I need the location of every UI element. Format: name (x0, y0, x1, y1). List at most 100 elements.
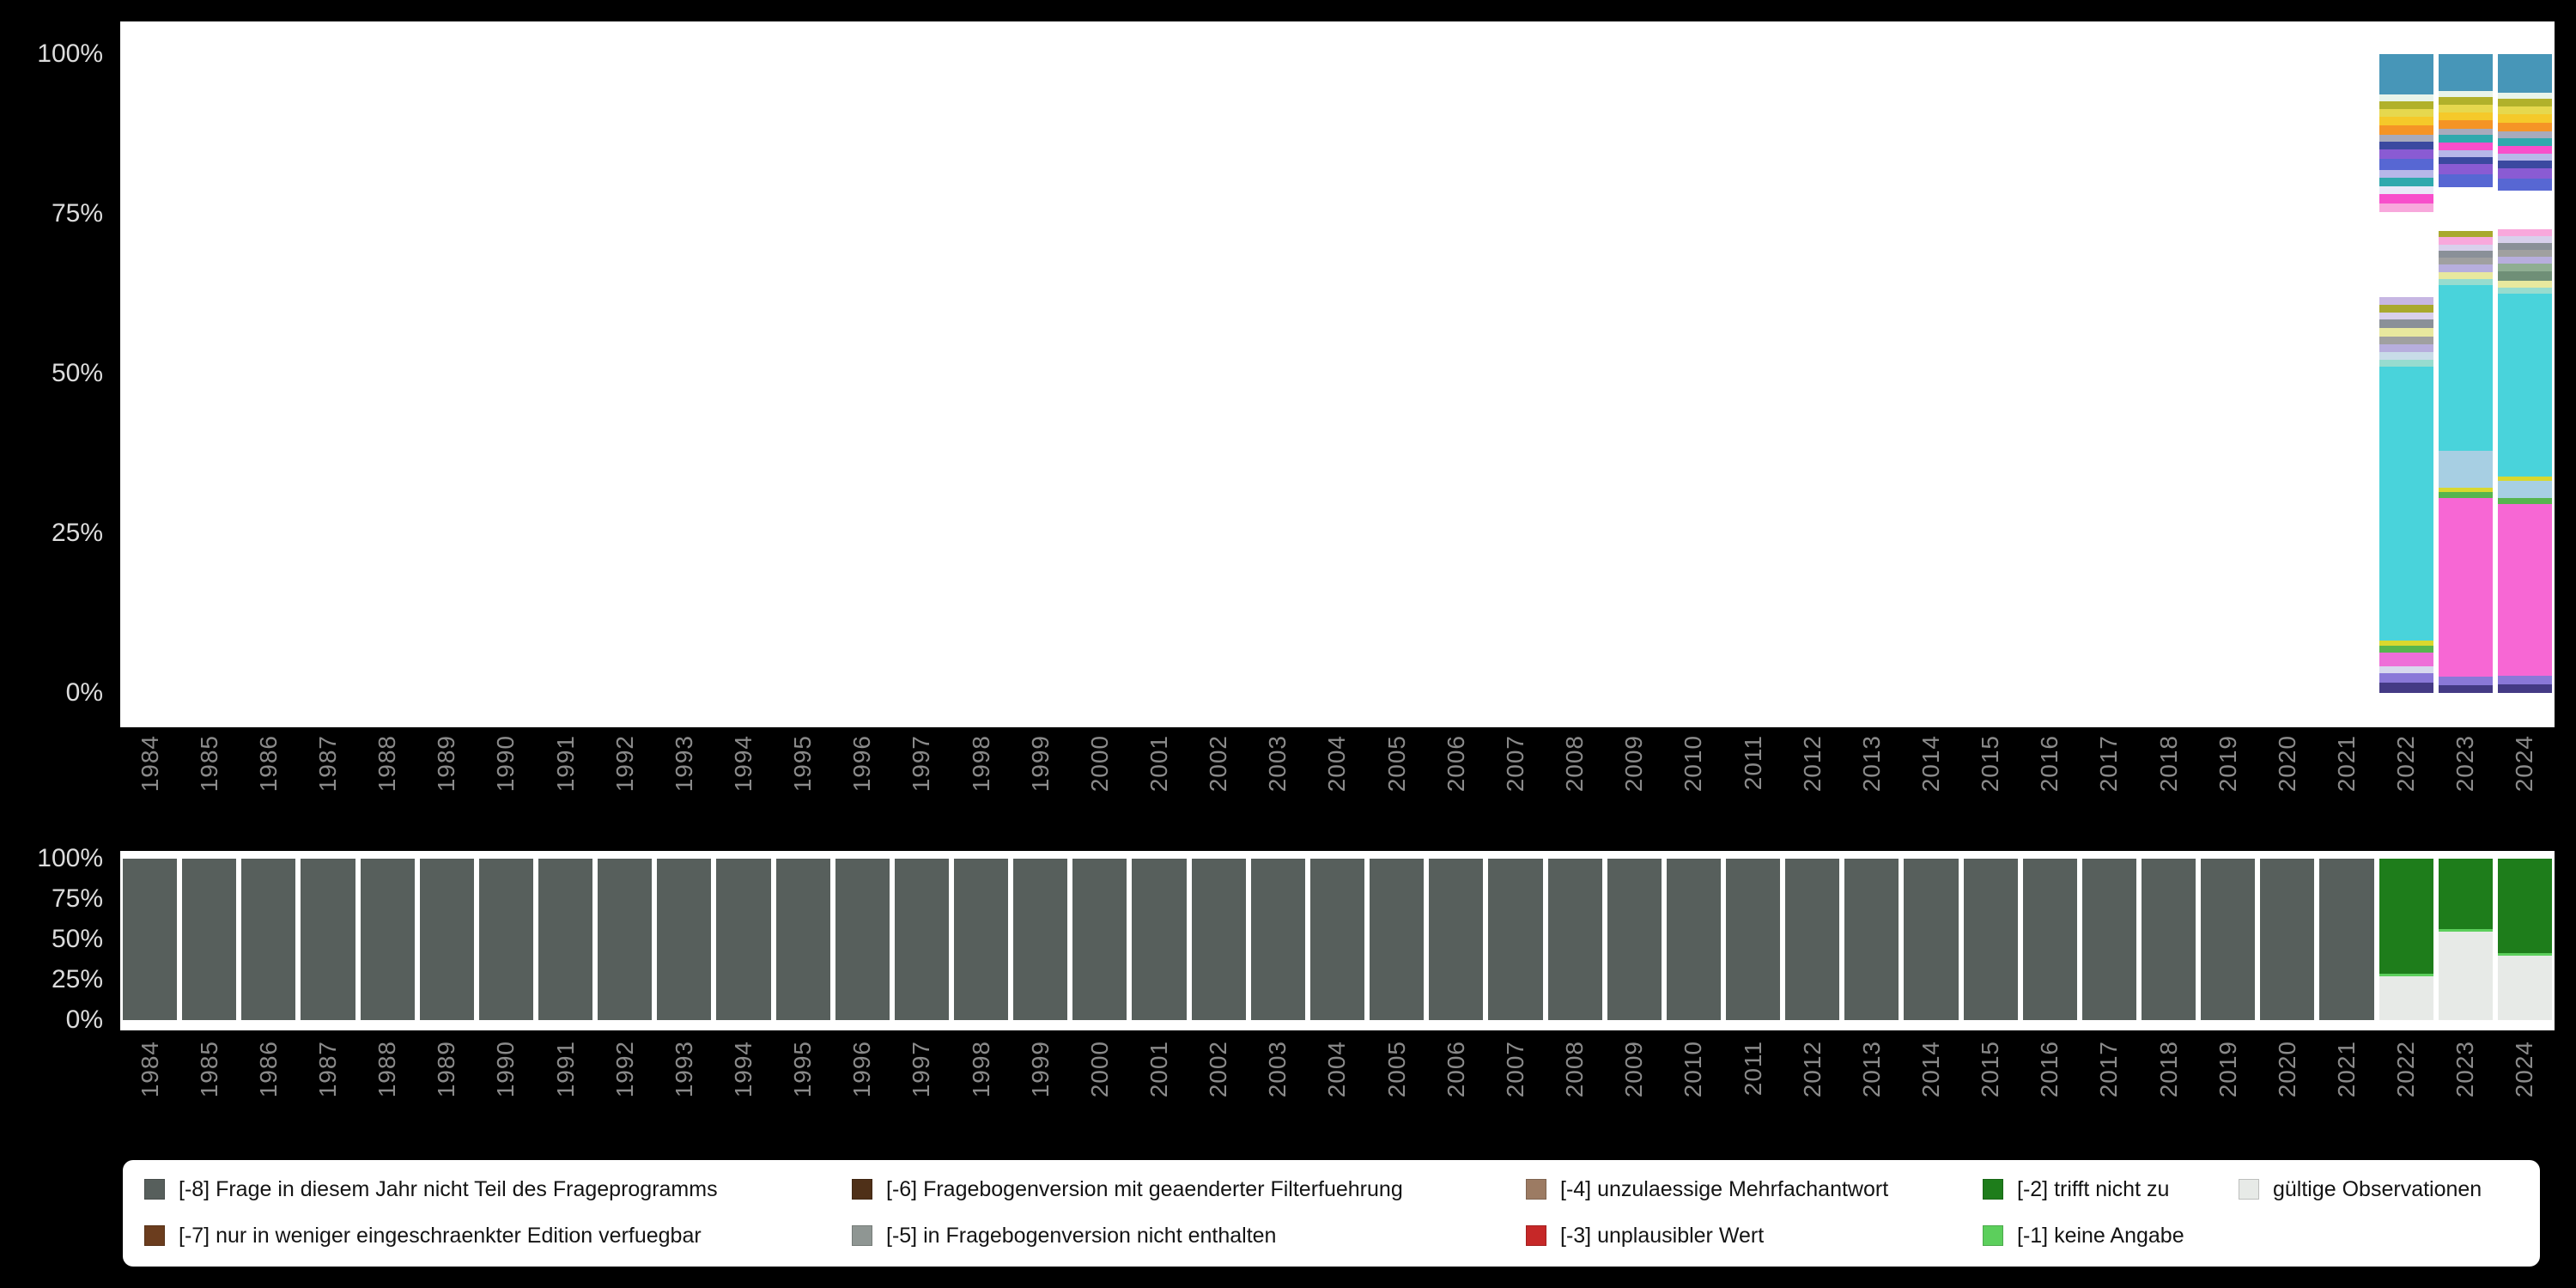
x-axis-year-label: 1994 (714, 735, 773, 836)
bar-segment (2497, 955, 2552, 1020)
year-text: 1988 (374, 735, 401, 793)
bar-segment (2438, 278, 2493, 285)
bar-segment (1191, 859, 1246, 1020)
year-text: 2015 (1977, 735, 2004, 793)
bar-segment (2379, 352, 2433, 361)
year-text: 2010 (1680, 1041, 1707, 1098)
top-chart-plot-area (120, 21, 2555, 727)
x-axis-year-label: 2020 (2257, 1041, 2317, 1142)
year-text: 2008 (1561, 735, 1589, 793)
bar-segment (2379, 54, 2433, 94)
legend-swatch (1983, 1225, 2003, 1246)
bar-segment (2497, 280, 2552, 288)
year-text: 1996 (848, 735, 876, 793)
bar-2011 (1725, 859, 1781, 1020)
bar-segment (2497, 236, 2552, 243)
year-text: 2023 (2451, 735, 2479, 793)
x-axis-year-label: 2007 (1485, 1041, 1545, 1142)
legend-swatch (144, 1225, 165, 1246)
bar-segment (2497, 131, 2552, 138)
legend-item: [-8] Frage in diesem Jahr nicht Teil des… (144, 1172, 718, 1206)
y-axis-tick-label: 100% (37, 39, 103, 68)
top-chart-bars (120, 53, 2555, 693)
bar-segment (2379, 859, 2433, 975)
bar-segment (2379, 193, 2433, 204)
x-axis-year-label: 2020 (2257, 735, 2317, 836)
bar-segment (2379, 108, 2433, 118)
bar-segment (2379, 142, 2433, 150)
x-axis-year-label: 1989 (417, 735, 477, 836)
year-text: 2008 (1561, 1041, 1589, 1098)
bar-segment (1725, 859, 1781, 1020)
bar-1998 (954, 859, 1009, 1020)
bar-segment (2379, 178, 2433, 187)
bottom-chart-y-axis: 100% 75% 50% 25% 0% (0, 844, 113, 1034)
x-axis-year-label: 1989 (417, 1041, 477, 1142)
bar-segment (1488, 859, 1543, 1020)
year-text: 1989 (433, 735, 460, 793)
x-axis-year-label: 1994 (714, 1041, 773, 1142)
bar-segment (2379, 117, 2433, 126)
bar-segment (2379, 328, 2433, 337)
year-text: 2000 (1085, 735, 1113, 793)
x-axis-year-label: 2022 (2377, 735, 2436, 836)
legend-item: gültige Observationen (2239, 1172, 2482, 1206)
bar-segment (2438, 859, 2493, 929)
bar-segment (2379, 125, 2433, 135)
year-text: 2018 (2154, 735, 2182, 793)
x-axis-year-label: 2015 (1961, 1041, 2020, 1142)
year-text: 2006 (1442, 735, 1469, 793)
year-text: 1986 (254, 735, 282, 793)
bar-1994 (716, 859, 771, 1020)
x-axis-year-label: 2023 (2436, 735, 2495, 836)
bar-2004 (1309, 859, 1365, 1020)
legend-label: [-4] unzulaessige Mehrfachantwort (1560, 1176, 1889, 1201)
bar-2009 (1607, 859, 1662, 1020)
bar-2001 (1132, 859, 1187, 1020)
bar-1988 (360, 859, 415, 1020)
bar-segment (2497, 497, 2552, 505)
bar-segment (2497, 264, 2552, 272)
x-axis-year-label: 2001 (1129, 735, 1188, 836)
x-axis-year-label: 1996 (833, 735, 892, 836)
bar-2019 (2201, 859, 2256, 1020)
bar-segment (1429, 859, 1484, 1020)
bar-2003 (1250, 859, 1305, 1020)
legend-label: [-3] unplausibler Wert (1560, 1223, 1765, 1248)
bar-segment (478, 859, 534, 1020)
bar-segment (2497, 294, 2552, 477)
bar-segment (2022, 859, 2077, 1020)
x-axis-year-label: 2008 (1546, 1041, 1605, 1142)
bar-segment (894, 859, 950, 1020)
year-text: 2023 (2451, 1041, 2479, 1098)
year-text: 1994 (730, 735, 757, 793)
year-text: 2002 (1205, 1041, 1232, 1098)
year-text: 1990 (492, 1041, 519, 1098)
year-text: 1994 (730, 1041, 757, 1098)
bottom-chart-x-axis: 1984 1985 1986 1987 1988 1989 1990 1991 1992 1993… (120, 1041, 2555, 1142)
bar-segment (182, 859, 237, 1020)
x-axis-year-label: 2018 (2139, 1041, 2198, 1142)
bar-segment (2438, 104, 2493, 112)
bar-segment (2497, 106, 2552, 115)
bar-segment (2379, 159, 2433, 170)
year-text: 2014 (1917, 1041, 1944, 1098)
bar-segment (2438, 237, 2493, 245)
bar-segment (954, 859, 1009, 1020)
bar-2007 (1488, 859, 1543, 1020)
x-axis-year-label: 2013 (1842, 1041, 1901, 1142)
x-axis-year-label: 1984 (120, 1041, 179, 1142)
bar-segment (2497, 476, 2552, 481)
bar-segment (2379, 319, 2433, 329)
bar-segment (2379, 169, 2433, 179)
x-axis-year-label: 2016 (2020, 735, 2080, 836)
bar-segment (2379, 683, 2433, 693)
bar-segment (2379, 641, 2433, 647)
x-axis-year-label: 1995 (774, 1041, 833, 1142)
y-axis-tick-label: 100% (37, 844, 103, 872)
bar-1991 (538, 859, 593, 1020)
bar-segment (2438, 112, 2493, 121)
bar-segment (2497, 271, 2552, 281)
bar-segment (360, 859, 415, 1020)
